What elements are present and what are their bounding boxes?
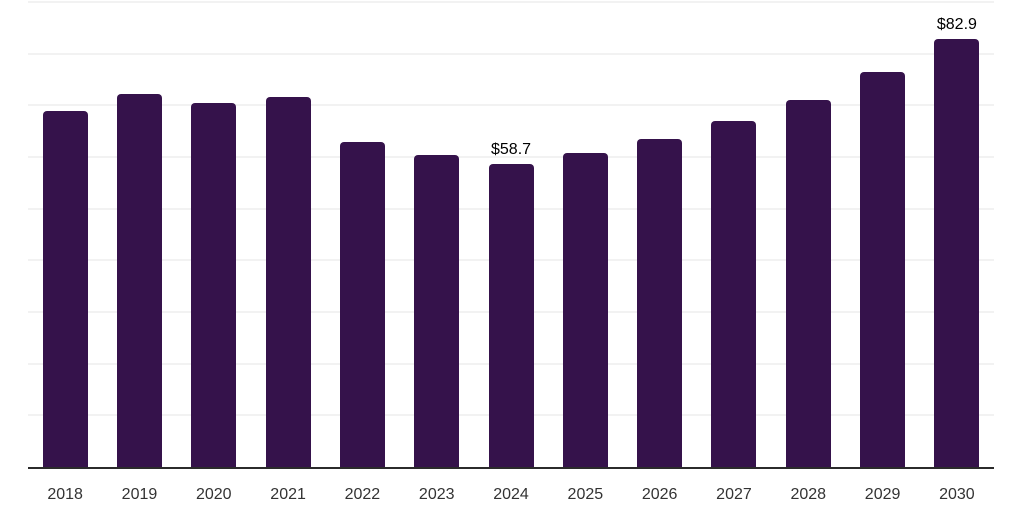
bar-2029 — [860, 71, 906, 467]
bar-2028 — [785, 99, 831, 467]
x-tick-2021: 2021 — [270, 486, 306, 503]
bar-slot-2022 — [325, 2, 399, 467]
value-label-2024: $58.7 — [491, 140, 532, 158]
bar-2027 — [711, 121, 757, 467]
bar-slot-2029 — [845, 2, 919, 467]
x-tick-2018: 2018 — [47, 486, 83, 503]
bar-slot-2023 — [400, 2, 474, 467]
x-tick-2024: 2024 — [493, 486, 529, 503]
bar-2019 — [116, 93, 162, 467]
gridline-80 — [28, 52, 994, 55]
x-axis: 2018 2019 2020 2021 2022 2023 2024 2025 2026 2027… — [28, 485, 994, 504]
bar-2023 — [414, 155, 460, 467]
bar-slot-2020 — [177, 2, 251, 467]
bar-slot-2026 — [623, 2, 697, 467]
bar-slot-2024: $58.7 — [474, 2, 548, 467]
bar-2020 — [191, 103, 237, 467]
x-tick-2022: 2022 — [344, 486, 381, 503]
bar-slot-2018 — [28, 2, 102, 467]
bar-2030 — [934, 38, 980, 467]
x-tick-2025: 2025 — [567, 486, 604, 503]
x-tick-2019: 2019 — [121, 486, 158, 503]
bar-2021 — [265, 96, 311, 467]
bar-slot-2027 — [697, 2, 771, 467]
bar-2018 — [42, 110, 88, 467]
x-tick-2020: 2020 — [195, 486, 232, 503]
plot-area: $58.7 $82.9 — [28, 1, 994, 469]
bar-slot-2025 — [548, 2, 622, 467]
bar-slot-2028 — [771, 2, 845, 467]
bar-slot-2019 — [102, 2, 176, 467]
x-tick-2026: 2026 — [641, 486, 678, 503]
bar-2025 — [562, 152, 608, 467]
x-tick-2028: 2028 — [790, 486, 827, 503]
bar-slot-2021 — [251, 2, 325, 467]
x-tick-2029: 2029 — [864, 486, 901, 503]
bar-2022 — [339, 141, 385, 467]
x-tick-2030: 2030 — [939, 486, 975, 503]
x-tick-2027: 2027 — [716, 486, 752, 503]
value-label-2030: $82.9 — [936, 15, 977, 33]
bar-slot-2030: $82.9 — [920, 2, 994, 467]
gridline-70 — [28, 104, 994, 107]
chart-area: $58.7 $82.9 2018 2019 2020 2021 2022 2023 2024 2… — [28, 0, 994, 504]
gridline-60 — [28, 156, 994, 158]
gridline-90 — [28, 1, 994, 3]
bar-series: $58.7 $82.9 — [28, 2, 994, 467]
x-tick-2023: 2023 — [418, 486, 455, 503]
bar-2024 — [488, 163, 534, 467]
bar-2026 — [637, 139, 683, 467]
